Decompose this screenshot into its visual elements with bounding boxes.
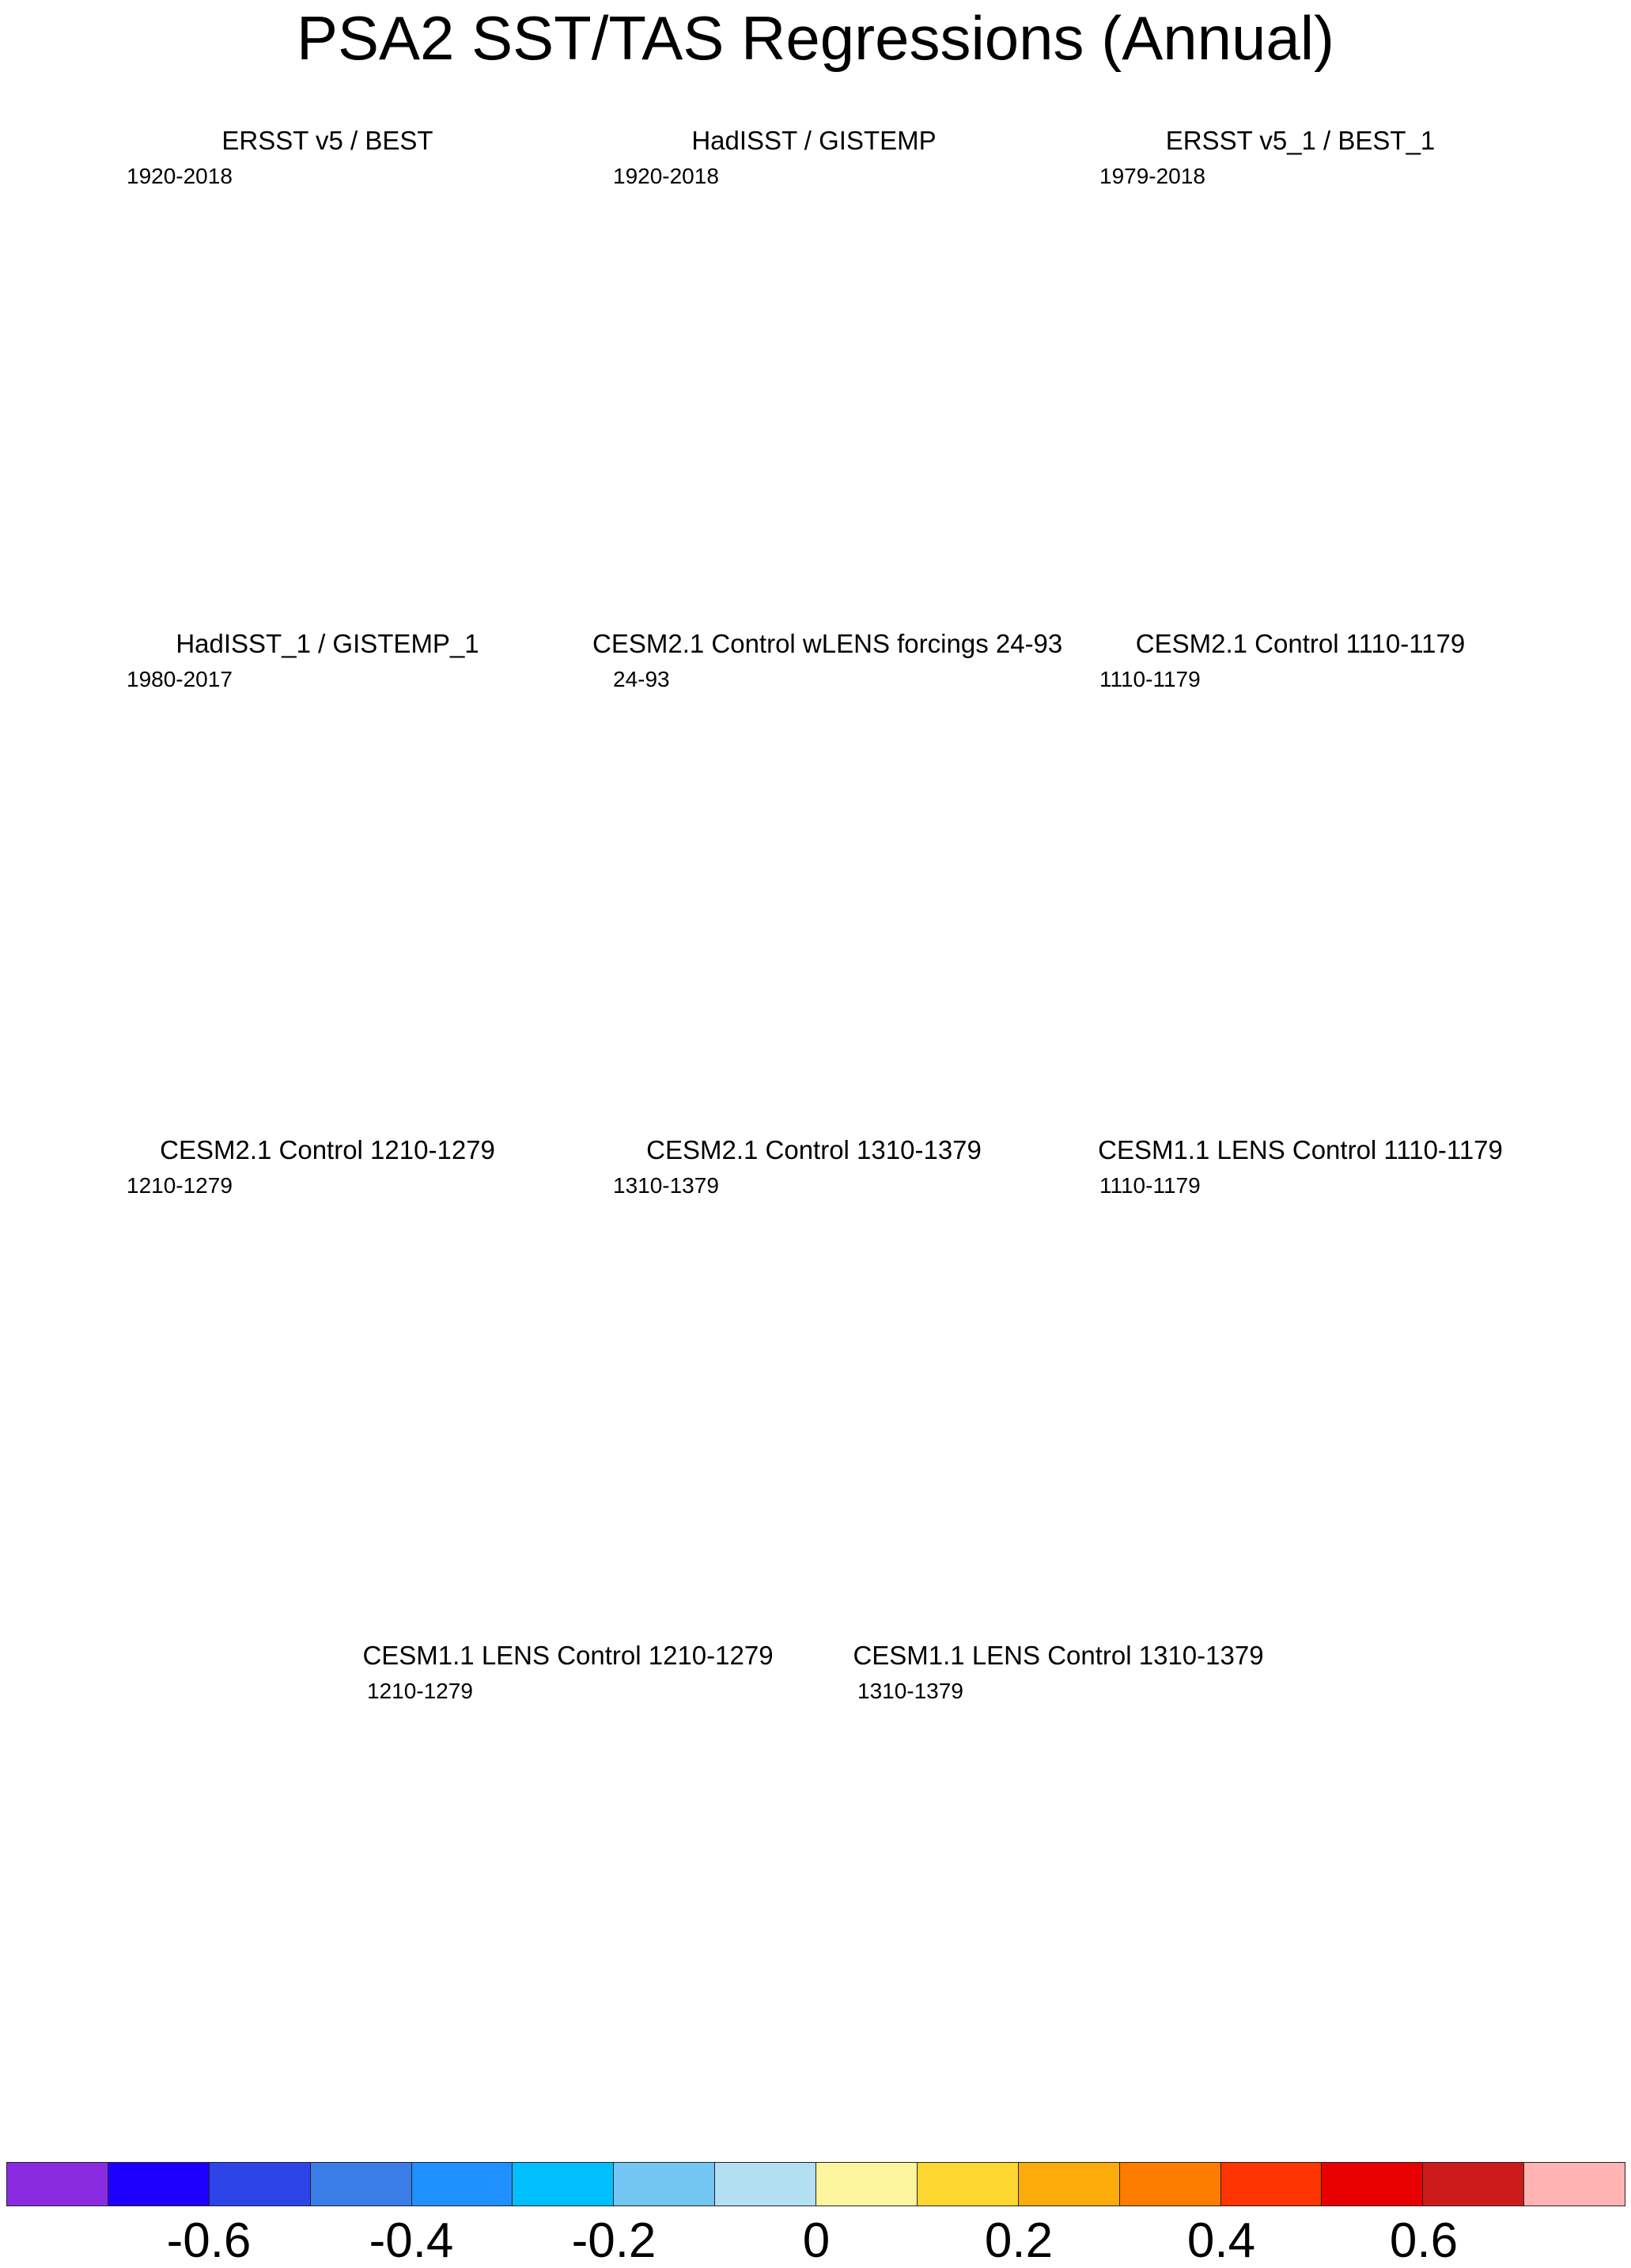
colorbar-label: -0.2: [571, 2213, 657, 2268]
colorbar-label: -0.6: [166, 2213, 252, 2268]
panel-title: CESM1.1 LENS Control 1310-1379: [853, 1641, 1264, 1670]
colorbar-swatch: [1220, 2162, 1323, 2206]
panel-period: 1310-1379: [857, 1679, 963, 1703]
map-panel: CESM2.1 Control 1110-1179 1110-1179: [1079, 628, 1522, 1119]
panel-period: 24-93: [613, 667, 670, 691]
colorbar-swatch: [1118, 2162, 1221, 2206]
colorbar-swatch: [613, 2162, 716, 2206]
figure-title: PSA2 SST/TAS Regressions (Annual): [296, 3, 1335, 73]
panel-title: CESM2.1 Control 1110-1179: [1135, 629, 1466, 658]
colorbar-swatch: [1422, 2162, 1525, 2206]
colorbar-label: 0.4: [1186, 2213, 1256, 2268]
colorbar-swatch: [6, 2162, 108, 2206]
map-panel: CESM1.1 LENS Control 1110-1179 1110-1179: [1079, 1134, 1522, 1625]
colorbar-swatch: [916, 2162, 1019, 2206]
colorbar-swatch: [512, 2162, 615, 2206]
panel-title: CESM2.1 Control 1310-1379: [646, 1135, 982, 1164]
colorbar-swatch: [1321, 2162, 1424, 2206]
colorbar-label: 0.6: [1389, 2213, 1459, 2268]
colorbar-swatch: [816, 2162, 918, 2206]
colorbar-swatch: [411, 2162, 513, 2206]
panel-title: CESM1.1 LENS Control 1210-1279: [362, 1641, 774, 1670]
colorbar-swatch: [1017, 2162, 1120, 2206]
panel-title: CESM1.1 LENS Control 1110-1179: [1098, 1135, 1503, 1164]
panel-title: HadISST_1 / GISTEMP_1: [176, 629, 479, 658]
panel-title: HadISST / GISTEMP: [691, 126, 937, 155]
colorbar-swatch: [1523, 2162, 1625, 2206]
panel-period: 1979-2018: [1099, 164, 1205, 188]
map-panel: HadISST / GISTEMP 1920-2018: [592, 125, 1035, 615]
panel-period: 1920-2018: [613, 164, 719, 188]
panel-title: ERSST v5 / BEST: [221, 126, 433, 155]
panel-period: 1310-1379: [613, 1173, 719, 1198]
panel-title: CESM2.1 Control wLENS forcings 24-93: [592, 629, 1063, 658]
panel-period: 1110-1179: [1099, 1173, 1201, 1198]
map-panel: ERSST v5 / BEST 1920-2018: [106, 125, 549, 615]
map-panel: HadISST_1 / GISTEMP_1 1980-2017: [106, 628, 549, 1119]
colorbar-label: 0: [802, 2213, 831, 2268]
map-panel: CESM2.1 Control 1210-1279 1210-1279: [106, 1134, 549, 1625]
panel-title: ERSST v5_1 / BEST_1: [1165, 126, 1436, 155]
colorbar: [6, 2162, 1625, 2208]
colorbar-label: -0.4: [369, 2213, 454, 2268]
colorbar-swatch: [309, 2162, 412, 2206]
map-panel: CESM2.1 Control wLENS forcings 24-93 24-…: [592, 628, 1063, 1119]
colorbar-swatch: [714, 2162, 816, 2206]
colorbar-swatch: [107, 2162, 210, 2206]
panel-period: 1210-1279: [127, 1173, 233, 1198]
map-panel: ERSST v5_1 / BEST_1 1979-2018: [1079, 125, 1522, 615]
panel-period: 1980-2017: [127, 667, 233, 691]
colorbar-swatch: [208, 2162, 311, 2206]
panel-title: CESM2.1 Control 1210-1279: [160, 1135, 495, 1164]
panel-period: 1110-1179: [1099, 667, 1201, 691]
panel-period: 1920-2018: [127, 164, 233, 188]
colorbar-label: 0.2: [984, 2213, 1054, 2268]
map-panel: CESM1.1 LENS Control 1210-1279 1210-1279: [346, 1640, 789, 2130]
map-panel: CESM1.1 LENS Control 1310-1379 1310-1379: [837, 1640, 1280, 2130]
map-panel: CESM2.1 Control 1310-1379 1310-1379: [592, 1134, 1035, 1625]
panel-period: 1210-1279: [367, 1679, 473, 1703]
